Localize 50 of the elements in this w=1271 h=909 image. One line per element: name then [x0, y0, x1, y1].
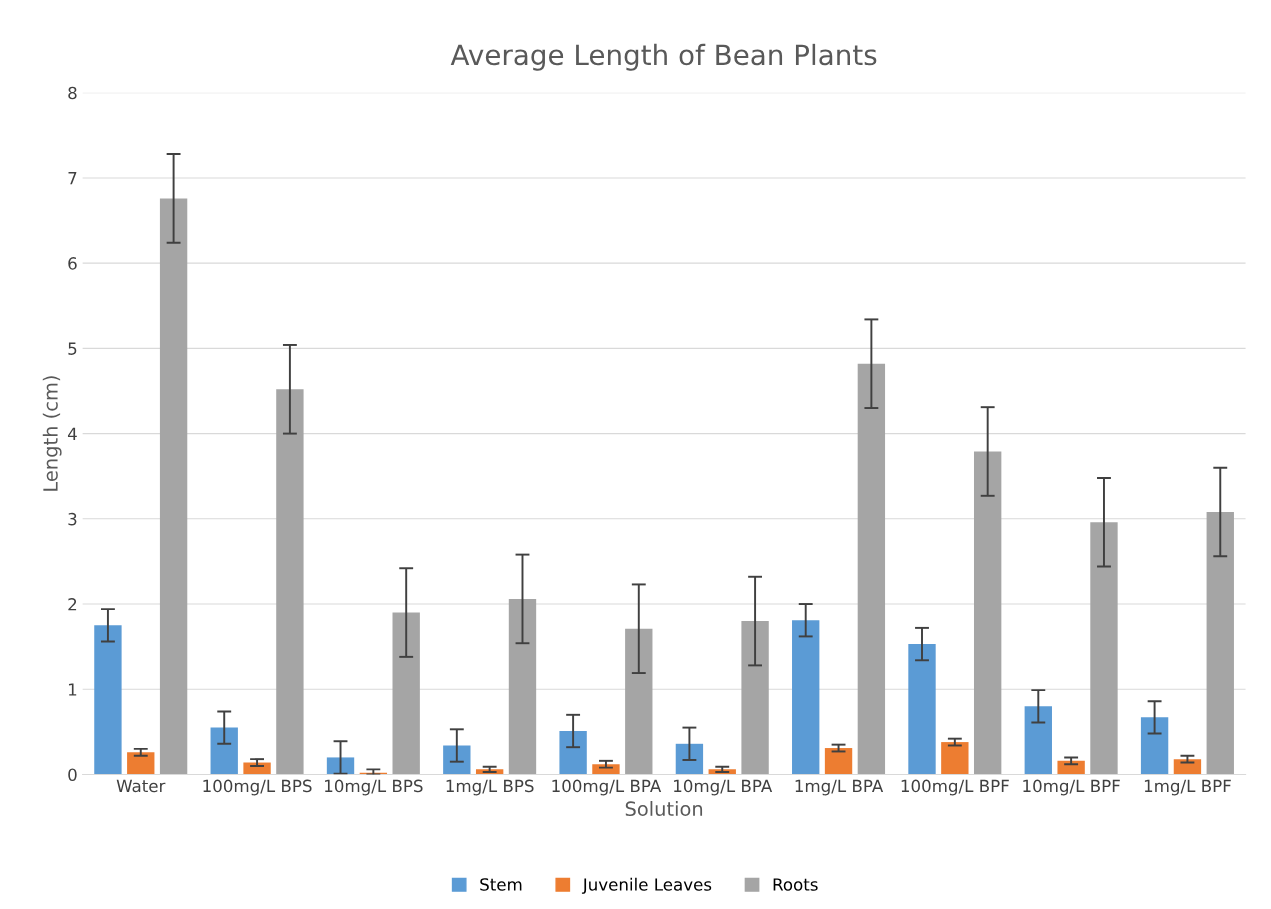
y-tick-label: 7: [68, 172, 77, 185]
bar: [941, 742, 969, 775]
x-tick-label: 1mg/L BPA: [795, 779, 884, 796]
bar: [1140, 717, 1169, 775]
y-tick-label: 2: [68, 597, 77, 611]
bar: [741, 621, 769, 775]
x-tick-label: 100mg/L BPF: [901, 779, 1009, 796]
bar: [159, 198, 188, 775]
bar: [973, 451, 1002, 775]
legend-label: Stem: [480, 878, 522, 891]
x-tick-label: 1mg/L BPS: [446, 779, 534, 796]
bar: [508, 598, 537, 775]
bar: [559, 731, 587, 775]
x-tick-label: 10mg/L BPS: [325, 779, 423, 796]
y-tick-label: 1: [68, 683, 77, 696]
bar: [443, 745, 471, 775]
y-tick-label: 8: [68, 86, 77, 100]
bar: [392, 612, 420, 775]
bar: [276, 389, 304, 775]
bar: [824, 748, 853, 775]
y-tick-label: 0: [68, 768, 77, 782]
bar: [625, 628, 653, 775]
y-tick-label: 3: [68, 512, 77, 526]
y-tick-label: 4: [67, 427, 77, 440]
x-tick-label: 10mg/L BPF: [1023, 779, 1120, 796]
bar: [326, 757, 355, 775]
x-tick-label: 100mg/L BPS: [203, 779, 312, 796]
x-axis-title: Solution: [625, 801, 703, 817]
legend-label: Juvenile Leaves: [581, 877, 712, 894]
bar: [908, 644, 936, 775]
y-tick-label: 5: [68, 342, 77, 355]
y-axis-title: Length (cm): [42, 376, 62, 491]
bar: [857, 363, 886, 775]
bar: [94, 625, 122, 775]
bar: [1206, 511, 1234, 775]
x-tick-label: 10mg/L BPA: [674, 779, 773, 796]
y-tick-label: 6: [68, 257, 77, 270]
bar: [210, 727, 238, 775]
x-tick-label: Water: [116, 779, 166, 793]
x-tick-label: 1mg/L BPF: [1144, 779, 1231, 796]
legend-label: Roots: [773, 878, 818, 891]
bar: [1024, 706, 1052, 775]
bar: [1173, 759, 1202, 775]
bar: [127, 752, 155, 775]
bar: [1090, 522, 1118, 775]
chart-title: Average Length of Bean Plants: [450, 43, 877, 71]
bar: [1057, 760, 1085, 775]
bar: [792, 620, 820, 775]
bar: [675, 743, 704, 775]
x-tick-label: 100mg/L BPA: [552, 779, 662, 796]
